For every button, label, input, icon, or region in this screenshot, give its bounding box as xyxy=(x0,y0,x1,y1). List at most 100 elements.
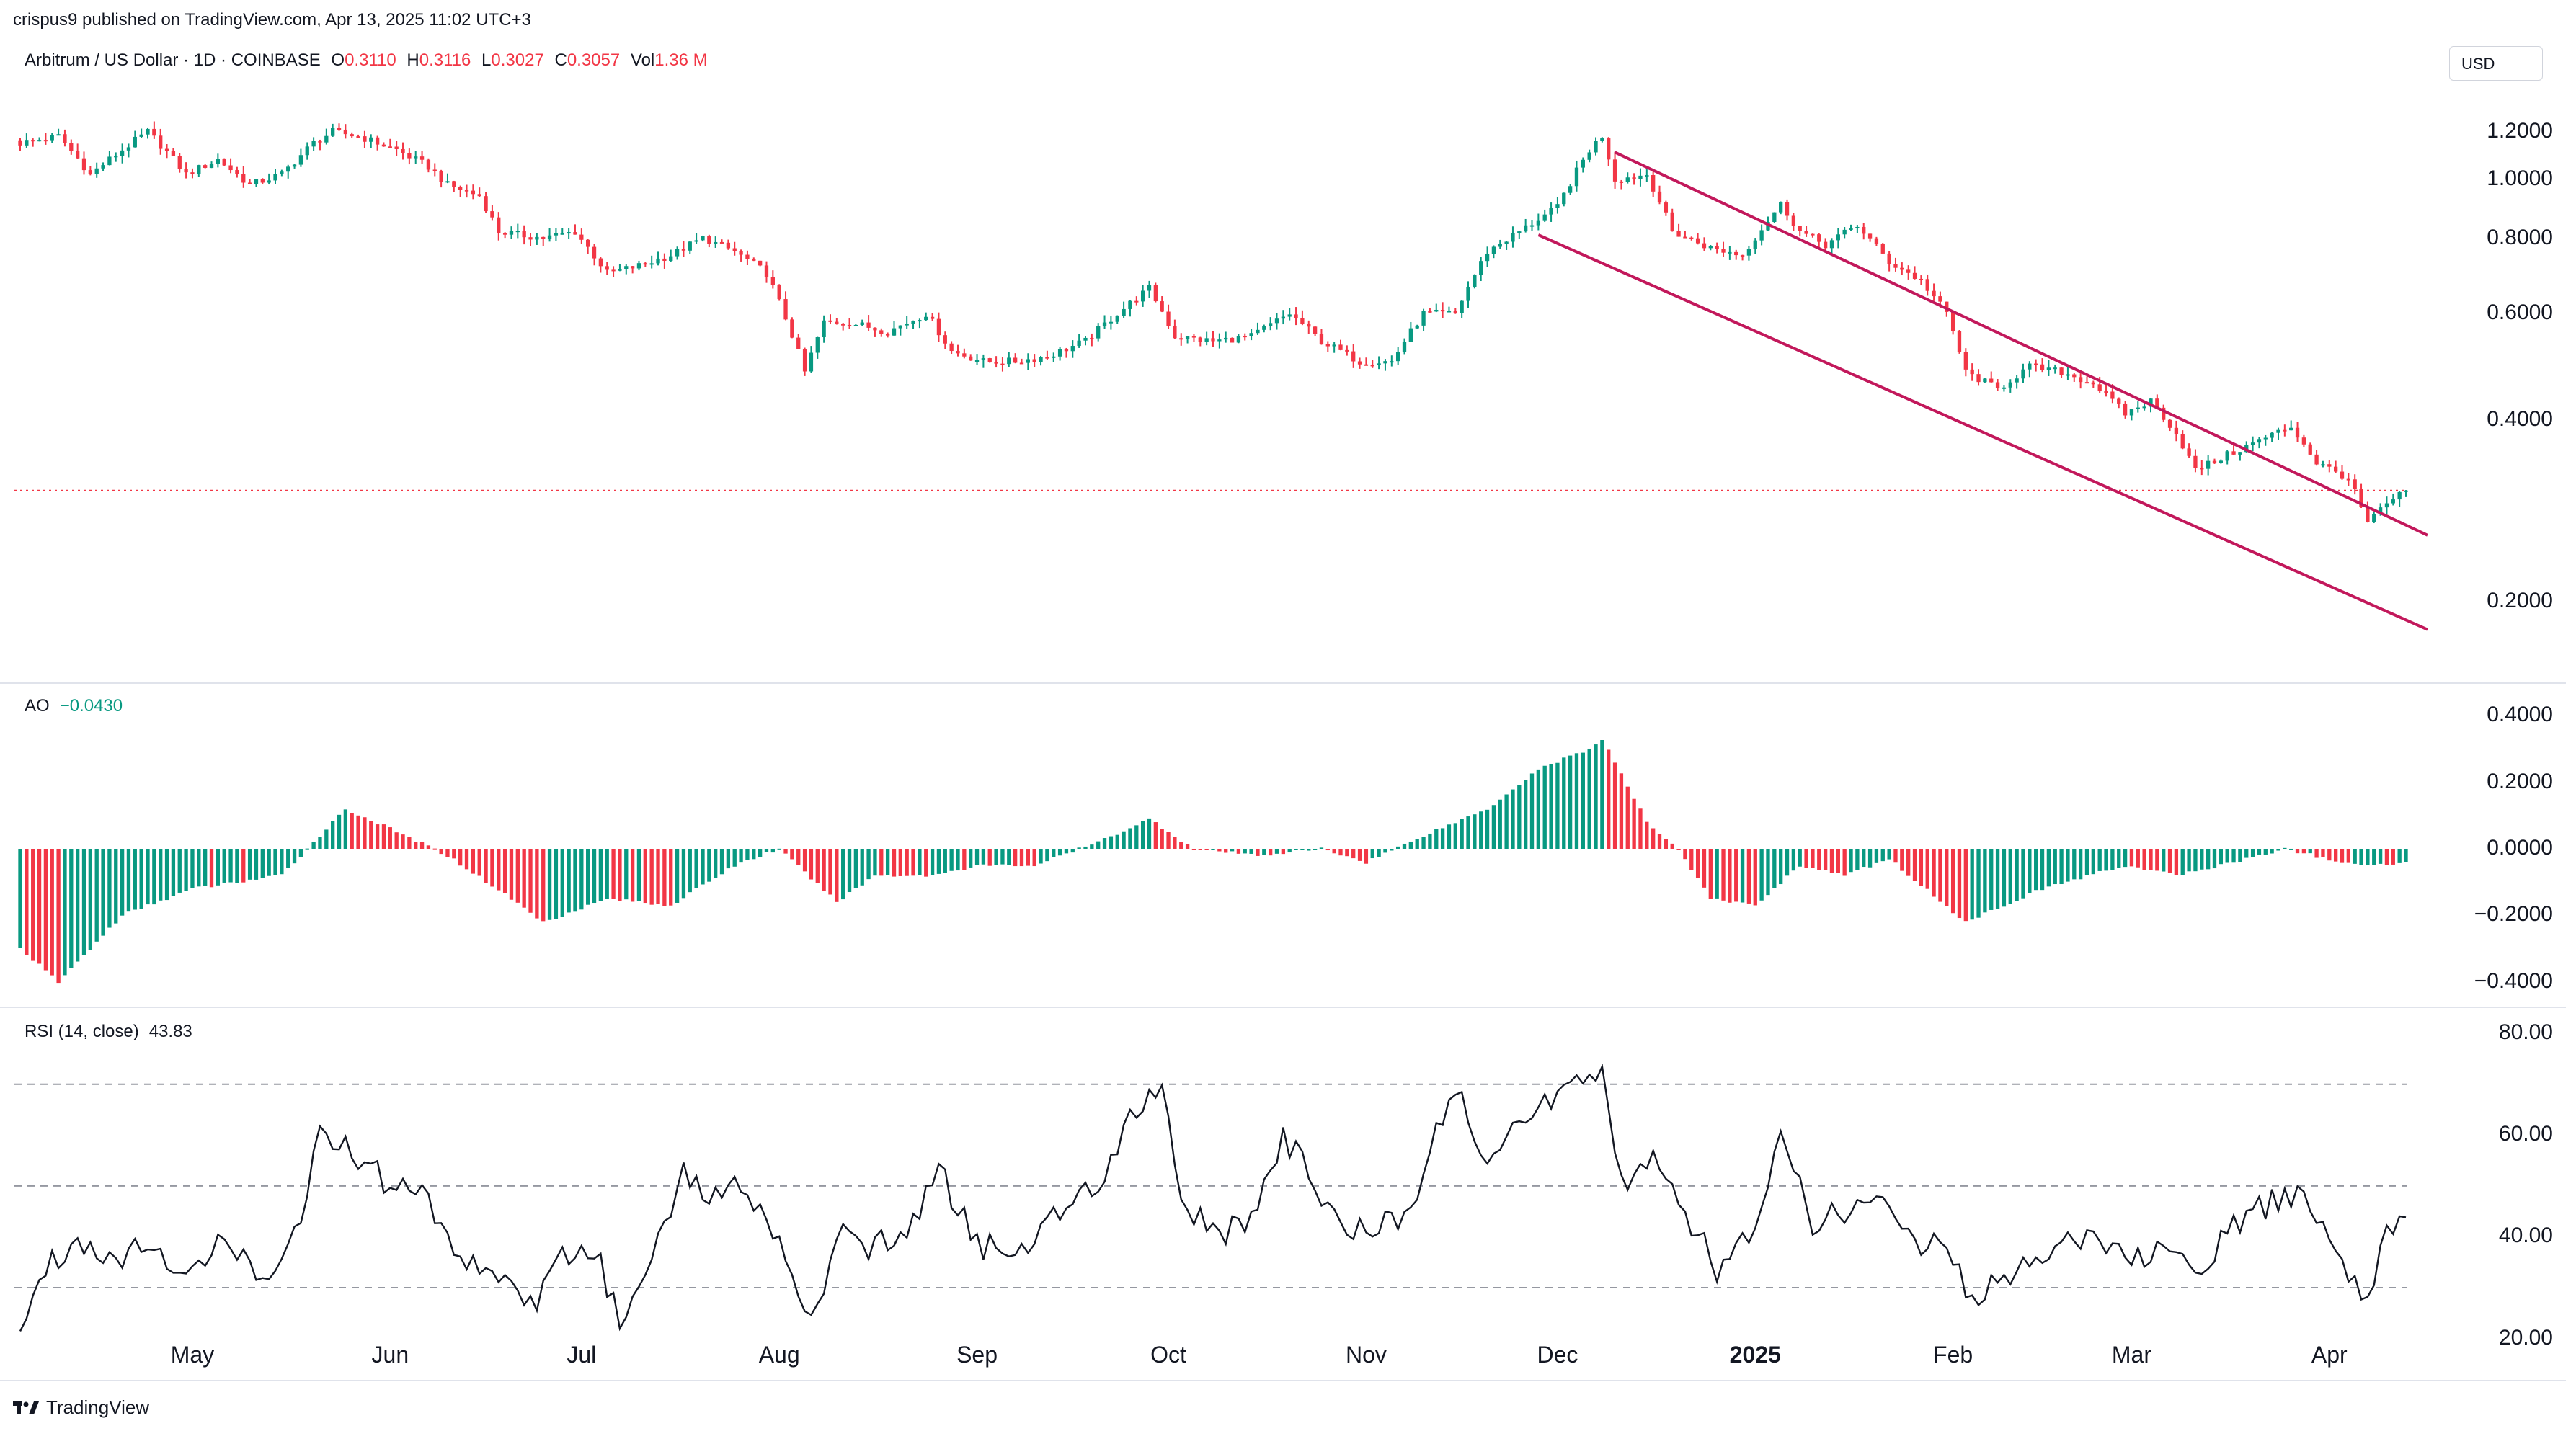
ao-bar xyxy=(541,849,546,922)
candle-body xyxy=(1211,338,1215,342)
candle-body xyxy=(1829,240,1834,249)
ao-bar xyxy=(2244,849,2249,858)
candle-body xyxy=(1052,356,1056,358)
candle-body xyxy=(1434,309,1439,312)
ao-bar xyxy=(2327,849,2332,861)
ao-bar xyxy=(235,849,239,883)
ao-bar xyxy=(1090,844,1094,849)
candle-body xyxy=(974,360,980,362)
candle-body xyxy=(1715,246,1719,249)
ao-bar xyxy=(1625,786,1630,849)
ao-bar xyxy=(969,849,973,868)
candle-body xyxy=(802,349,807,372)
candle-body xyxy=(1447,311,1452,313)
candle-body xyxy=(209,164,214,168)
candle-body xyxy=(943,335,947,344)
ao-bar xyxy=(1836,849,1840,873)
candle-body xyxy=(2021,369,2025,379)
ao-tick-label: 0.4000 xyxy=(2487,703,2553,727)
wedge-lower-trendline xyxy=(1537,233,2428,631)
candle-body xyxy=(197,165,201,174)
candle-body xyxy=(636,263,641,269)
ao-bar xyxy=(1243,849,1247,854)
ao-bar xyxy=(1880,849,1885,862)
candle-body xyxy=(2097,384,2102,392)
candle-body xyxy=(1198,337,1202,342)
ao-bar xyxy=(879,849,884,876)
candle-body xyxy=(649,263,654,265)
ao-bar xyxy=(1466,816,1470,849)
candle-body xyxy=(1307,324,1311,327)
ao-bar xyxy=(1134,825,1139,849)
ao-bar xyxy=(1204,849,1209,850)
ao-bar xyxy=(81,849,86,955)
ao-bar xyxy=(560,849,564,917)
ao-bar xyxy=(1313,849,1318,850)
candle-body xyxy=(841,324,845,326)
candle-body xyxy=(930,316,935,319)
candle-body xyxy=(745,254,750,259)
candle-body xyxy=(164,148,169,151)
candle-body xyxy=(1836,234,1840,241)
rsi-legend[interactable]: RSI (14, close) 43.83 xyxy=(25,1022,192,1042)
ao-bar xyxy=(662,849,667,906)
ao-bar xyxy=(930,849,935,875)
ao-bar xyxy=(2167,849,2172,873)
ao-bar xyxy=(343,809,348,849)
candle-body xyxy=(18,140,22,146)
candle-body xyxy=(445,181,450,183)
ao-bar xyxy=(2333,849,2338,862)
ao-bar xyxy=(918,849,922,875)
candle-body xyxy=(126,147,131,151)
ao-bar xyxy=(439,849,443,855)
candle-body xyxy=(1932,290,1936,297)
ao-bar xyxy=(873,849,877,876)
candle-body xyxy=(107,156,112,166)
ao-bar xyxy=(1867,849,1873,868)
ao-bar xyxy=(1300,849,1305,850)
candle-body xyxy=(2078,377,2083,383)
ao-bar xyxy=(656,849,660,904)
ao-bar xyxy=(318,837,322,849)
ao-bar xyxy=(1096,841,1101,849)
candle-body xyxy=(2231,451,2236,455)
time-tick-label: Dec xyxy=(1537,1342,1578,1368)
ao-bar xyxy=(2359,849,2363,865)
ao-bar xyxy=(936,849,941,874)
candle-body xyxy=(611,269,616,272)
ao-legend[interactable]: AO −0.0430 xyxy=(25,696,123,716)
rsi-tick-label: 60.00 xyxy=(2498,1122,2553,1146)
symbol-legend: Arbitrum / US Dollar · 1D · COINBASE O0.… xyxy=(25,50,708,71)
candle-body xyxy=(1338,344,1343,350)
ao-bar xyxy=(758,849,763,857)
candle-body xyxy=(1919,278,1924,280)
ao-bar xyxy=(1945,849,1949,906)
candle-body xyxy=(363,136,367,142)
currency-button[interactable]: USD xyxy=(2449,46,2543,81)
ao-bar xyxy=(1607,749,1611,849)
candle-body xyxy=(1090,337,1094,339)
candle-body xyxy=(254,179,259,184)
ao-bar xyxy=(2289,848,2293,850)
ao-bar xyxy=(216,849,221,886)
ao-bar xyxy=(949,849,954,871)
ao-bar xyxy=(2263,849,2268,855)
brand-footer[interactable]: TradingView xyxy=(13,1396,149,1419)
ao-bar xyxy=(866,849,871,880)
candle-body xyxy=(1351,351,1356,362)
ao-bar xyxy=(796,849,801,865)
rsi-tick-label: 80.00 xyxy=(2498,1020,2553,1045)
candle-body xyxy=(247,182,252,184)
candle-body xyxy=(1855,226,1860,228)
candle-body xyxy=(1568,186,1573,193)
candle-body xyxy=(1364,364,1369,366)
candle-body xyxy=(605,266,609,270)
ao-bar xyxy=(1415,839,1419,849)
volume-label: Vol xyxy=(630,50,655,70)
candle-body xyxy=(1632,177,1636,179)
ao-bar xyxy=(835,849,839,902)
candle-body xyxy=(1019,362,1024,365)
candle-body xyxy=(707,236,711,244)
symbol-name[interactable]: Arbitrum / US Dollar · 1D · COINBASE xyxy=(25,50,321,70)
